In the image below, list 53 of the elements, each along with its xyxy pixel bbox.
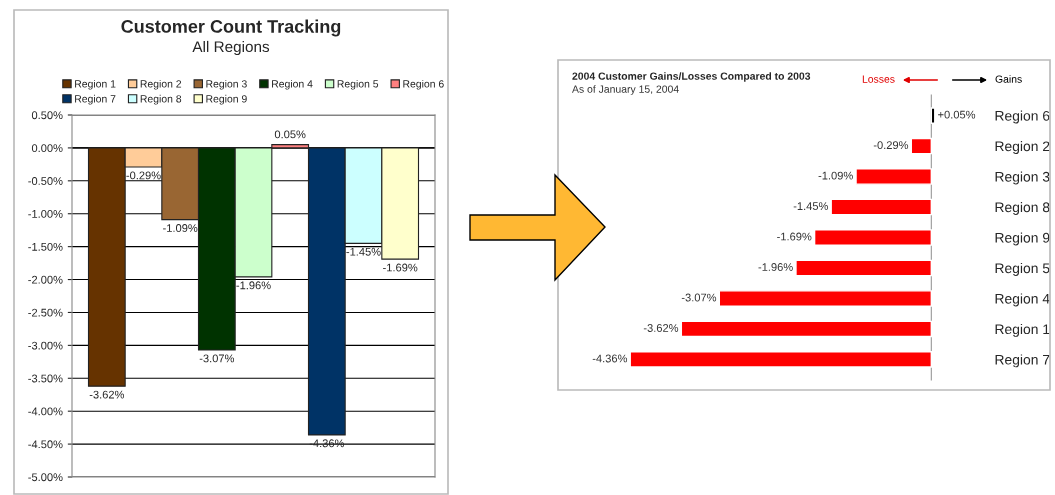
y-tick-label: Region 4 <box>995 293 1050 307</box>
data-label: +0.05% <box>938 110 976 119</box>
y-tick-label: -1.50% <box>28 242 63 251</box>
data-label: -1.96% <box>236 281 271 290</box>
data-label: -3.07% <box>199 354 235 363</box>
y-tick-label: 0.50% <box>31 111 63 120</box>
data-label: -1.96% <box>758 263 793 271</box>
data-label: -1.69% <box>383 263 418 272</box>
text: Losses <box>862 75 895 83</box>
y-tick-label: 0.00% <box>31 144 63 153</box>
chart-subtitle: All Regions <box>192 40 270 56</box>
y-tick-label: -4.50% <box>28 440 63 449</box>
y-tick-label: -4.00% <box>28 407 63 416</box>
data-label: -1.45% <box>793 202 829 210</box>
legend-label: Region 8 <box>140 94 182 105</box>
text: Gains <box>995 75 1022 83</box>
data-label: -0.29% <box>873 141 909 150</box>
legend-label: Region 9 <box>206 94 247 105</box>
y-tick-label: Region 6 <box>995 110 1050 124</box>
y-tick-label: Region 8 <box>995 201 1050 215</box>
legend-label: Region 2 <box>140 79 182 90</box>
y-tick-label: Region 9 <box>995 232 1050 246</box>
legend-label: Region 7 <box>75 94 116 105</box>
data-label: -3.62% <box>643 324 679 332</box>
data-label: -1.45% <box>346 247 381 256</box>
y-tick-label: -1.00% <box>28 209 63 218</box>
y-tick-label: -2.50% <box>28 308 63 317</box>
y-tick-label: Region 2 <box>995 141 1050 154</box>
y-tick-label: -2.00% <box>28 275 63 284</box>
data-label: -0.29% <box>126 171 161 180</box>
chart-subtitle: As of January 15, 2004 <box>572 85 679 95</box>
y-tick-label: Region 7 <box>995 354 1050 368</box>
chart-title: 2004 Customer Gains/Losses Compared to 2003 <box>572 72 811 82</box>
data-label: -3.07% <box>681 293 717 302</box>
y-tick-label: -3.00% <box>28 341 63 350</box>
data-label: -1.09% <box>818 171 853 180</box>
data-label: -3.62% <box>89 390 125 399</box>
y-tick-label: Region 1 <box>995 323 1050 337</box>
y-tick-label: -5.00% <box>28 473 63 482</box>
data-label: -1.69% <box>777 232 812 241</box>
legend-label: Region 6 <box>403 79 444 90</box>
y-tick-label: -3.50% <box>28 374 63 383</box>
legend-label: Region 5 <box>337 79 379 90</box>
data-label: 0.05% <box>274 130 306 139</box>
y-tick-label: -0.50% <box>28 177 63 185</box>
y-tick-label: Region 3 <box>995 171 1050 185</box>
chart-title: Customer Count Tracking <box>121 19 341 37</box>
legend-label: Region 3 <box>206 79 247 90</box>
y-tick-label: Region 5 <box>995 262 1050 276</box>
data-label: -1.09% <box>163 224 198 232</box>
legend-label: Region 4 <box>272 79 313 90</box>
data-label: -4.36% <box>592 354 628 363</box>
legend-label: Region 1 <box>75 79 116 90</box>
